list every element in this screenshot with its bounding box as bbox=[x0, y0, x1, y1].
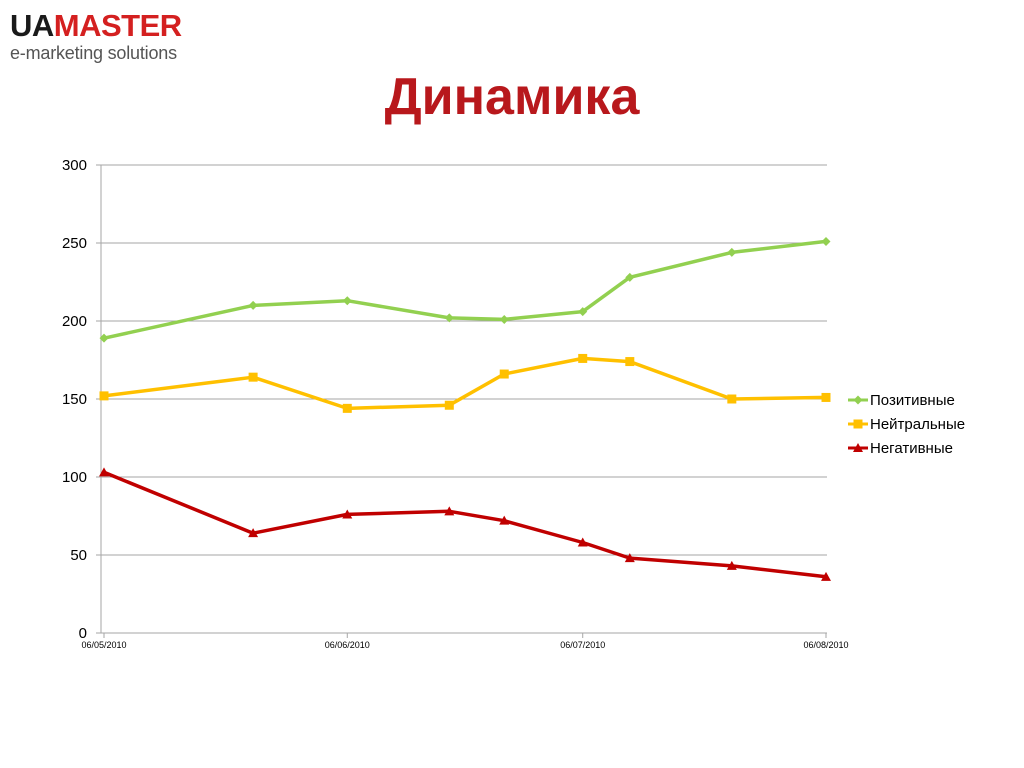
legend-swatch-negative bbox=[848, 443, 868, 452]
legend-swatch-marker bbox=[853, 443, 863, 452]
data-point-positive bbox=[342, 296, 352, 306]
y-tick-label: 150 bbox=[62, 391, 87, 408]
legend-swatch-positive bbox=[848, 395, 868, 405]
data-point-neutral bbox=[727, 394, 737, 404]
y-tick-label: 100 bbox=[62, 469, 87, 486]
data-point-neutral bbox=[625, 357, 635, 367]
series-line-negative bbox=[102, 470, 828, 579]
data-point-negative bbox=[577, 537, 588, 547]
data-point-neutral bbox=[444, 400, 454, 410]
data-point-negative bbox=[821, 571, 831, 581]
chart-legend: Позитивные Нейтральные Негативные bbox=[848, 388, 965, 460]
y-tick-label: 0 bbox=[79, 625, 87, 642]
chart-axes bbox=[96, 164, 827, 638]
chart-series bbox=[102, 239, 828, 579]
data-point-negative bbox=[499, 515, 510, 525]
y-tick-label: 200 bbox=[62, 313, 87, 330]
y-tick-label: 250 bbox=[62, 235, 87, 252]
data-point-positive bbox=[99, 333, 109, 343]
page-title: Динамика bbox=[384, 68, 640, 126]
data-point-neutral bbox=[821, 392, 831, 402]
x-axis-tick-labels: 06/05/2010 06/06/2010 06/07/2010 06/08/2010 bbox=[81, 640, 848, 650]
logo-wordmark: UAMASTER bbox=[10, 10, 190, 42]
legend-label: Негативные bbox=[870, 439, 953, 457]
data-point-positive bbox=[578, 307, 588, 317]
data-point-positive bbox=[625, 272, 635, 282]
data-point-negative bbox=[726, 560, 737, 570]
legend-item-positive: Позитивные bbox=[848, 388, 965, 412]
legend-label: Позитивные bbox=[870, 391, 955, 409]
data-point-positive bbox=[248, 300, 258, 310]
logo-tagline: e-marketing solutions bbox=[10, 43, 177, 63]
x-tick-label: 06/08/2010 bbox=[803, 640, 848, 650]
data-point-neutral bbox=[499, 369, 509, 379]
legend-label: Нейтральные bbox=[870, 415, 966, 433]
y-axis-tick-labels: 0 50 100 150 200 250 300 bbox=[62, 157, 87, 642]
data-point-negative bbox=[444, 506, 455, 516]
data-point-negative bbox=[342, 509, 353, 519]
logo-ua-text: UA bbox=[10, 8, 54, 43]
data-point-negative bbox=[99, 467, 109, 477]
y-tick-label: 50 bbox=[70, 547, 87, 564]
data-point-positive bbox=[821, 236, 831, 246]
data-point-positive bbox=[444, 313, 454, 323]
data-point-negative bbox=[248, 528, 259, 538]
company-logo: UAMASTER e-marketing solutions bbox=[10, 10, 190, 63]
chart-markers bbox=[99, 236, 831, 581]
grid-lines bbox=[101, 164, 827, 556]
series-line-neutral bbox=[102, 356, 828, 411]
data-point-neutral bbox=[578, 353, 588, 363]
y-tick-label: 300 bbox=[62, 157, 87, 174]
legend-item-negative: Негативные bbox=[848, 436, 965, 460]
legend-swatch-neutral bbox=[848, 419, 868, 429]
legend-item-neutral: Нейтральные bbox=[848, 412, 965, 436]
logo-master-text: MASTER bbox=[53, 8, 182, 43]
data-point-neutral bbox=[342, 403, 352, 413]
x-tick-label: 06/07/2010 bbox=[560, 640, 605, 650]
data-point-neutral bbox=[248, 372, 258, 382]
data-point-positive bbox=[727, 247, 737, 257]
data-point-neutral bbox=[99, 391, 109, 401]
data-point-negative bbox=[624, 553, 635, 563]
legend-swatch-marker bbox=[853, 395, 863, 405]
series-line-positive bbox=[102, 239, 828, 340]
legend-swatch-marker bbox=[853, 419, 863, 429]
x-tick-label: 06/05/2010 bbox=[81, 640, 126, 650]
x-tick-label: 06/06/2010 bbox=[325, 640, 370, 650]
data-point-positive bbox=[499, 314, 509, 324]
